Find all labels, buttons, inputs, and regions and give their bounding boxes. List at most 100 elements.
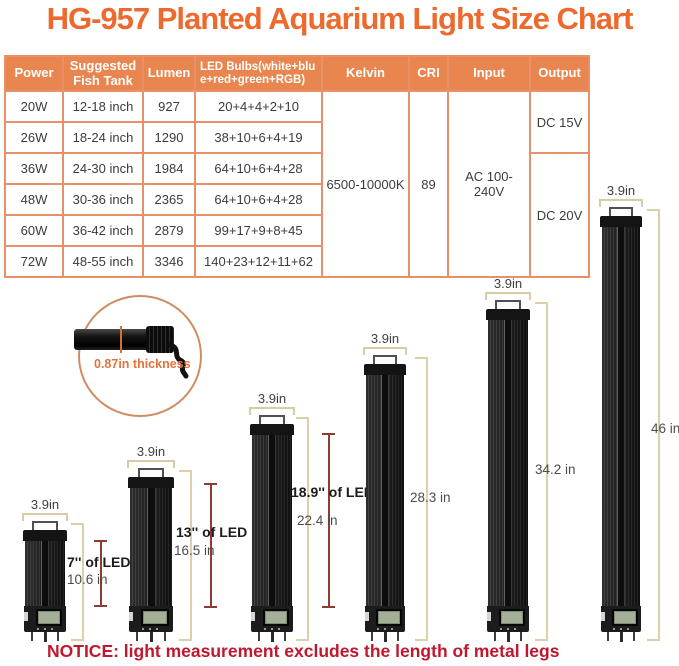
bulbs-cell: 64+10+6+4+28	[194, 183, 323, 216]
side-label-tag	[129, 612, 133, 621]
panel-buttons	[263, 628, 283, 630]
metal-leg-bottom	[366, 632, 404, 642]
width-dimension-bracket	[599, 199, 643, 207]
lcd-display	[498, 609, 526, 626]
width-dimension-bracket	[485, 292, 531, 300]
control-panel	[487, 606, 529, 632]
line-cap	[179, 639, 192, 641]
thickness-tick	[120, 326, 122, 353]
bulbs-cell: 38+10+6+4+19	[194, 121, 323, 154]
metal-leg-bottom	[602, 632, 640, 642]
lcd-display	[376, 609, 402, 626]
power-plug-stub	[507, 632, 511, 642]
control-panel	[601, 606, 641, 632]
thickness-label: 0.87in thickness	[94, 357, 191, 371]
width-dimension-label: 3.9in	[30, 497, 60, 512]
light-led-body	[25, 541, 65, 606]
tank-cell: 12-18 inch	[62, 90, 144, 123]
tank-cell: 48-55 inch	[62, 245, 144, 278]
light-led-body	[488, 320, 528, 606]
led-length-label: 18.9'' of LED	[291, 484, 374, 500]
side-label-tag	[251, 612, 255, 621]
control-panel	[365, 606, 405, 632]
page-title: HG-957 Planted Aquarium Light Size Chart	[46, 1, 634, 36]
bulbs-cell: 140+23+12+11+62	[194, 245, 323, 278]
width-dimension-label: 3.9in	[257, 391, 287, 406]
power-cell: 26W	[4, 121, 64, 154]
line-cap	[296, 417, 309, 419]
light-side-view	[74, 329, 148, 350]
lcd-display	[35, 609, 63, 626]
line-cap	[179, 470, 192, 472]
col-header-bulbs: LED Bulbs(white+blue+red+green+RGB)	[194, 55, 323, 92]
lcd-display	[141, 609, 170, 626]
bulbs-cell: 64+10+6+4+28	[194, 152, 323, 185]
total-length-label: 46 in	[651, 421, 679, 436]
lumen-cell: 1290	[142, 121, 196, 154]
width-dimension-label: 3.9in	[493, 276, 523, 291]
aquarium-light-4	[364, 355, 406, 642]
table-row: 26W 18-24 inch 1290 38+10+6+4+19	[4, 121, 589, 154]
width-dimension-bracket	[249, 407, 295, 415]
metal-leg-top	[137, 468, 165, 477]
line-cap	[204, 606, 217, 608]
width-dimension-bracket	[127, 460, 175, 468]
light-led-body	[602, 227, 640, 606]
kelvin-cell: 6500-10000K	[321, 90, 410, 278]
led-length-line	[204, 483, 217, 608]
total-length-line	[179, 470, 192, 641]
led-length-label: 7'' of LED	[67, 554, 131, 570]
line-cap	[647, 209, 660, 211]
metal-leg-hook-icon	[166, 342, 189, 379]
control-panel	[129, 606, 173, 632]
col-header-kelvin: Kelvin	[321, 55, 410, 92]
width-dimension-bracket	[22, 513, 68, 521]
total-length-line	[647, 209, 660, 641]
table-header-row: Power Suggested Fish Tank Lumen LED Bulb…	[4, 55, 590, 92]
lumen-cell: 3346	[142, 245, 196, 278]
total-length-label: 28.3 in	[410, 490, 451, 505]
metal-leg-bottom	[488, 632, 528, 642]
lcd-display	[262, 609, 290, 626]
led-length-label: 13'' of LED	[176, 524, 248, 540]
line-cap	[71, 639, 84, 641]
power-plug-stub	[271, 632, 275, 642]
power-plug-stub	[384, 632, 388, 642]
aquarium-light-5	[486, 300, 530, 642]
light-top-cap	[600, 216, 642, 227]
metal-leg-top	[372, 355, 398, 364]
light-top-cap	[364, 364, 406, 375]
power-plug-stub	[620, 632, 624, 642]
table-row: 60W 36-42 inch 2879 99+17+9+8+45	[4, 214, 589, 247]
power-plug-stub	[44, 632, 48, 642]
side-label-tag	[24, 612, 28, 621]
light-top-cap	[128, 477, 174, 488]
line-cap	[94, 605, 107, 607]
light-top-cap	[486, 309, 530, 320]
bulbs-cell: 99+17+9+8+45	[194, 214, 323, 247]
col-header-input: Input	[447, 55, 531, 92]
side-label-tag	[487, 612, 491, 621]
line-cap	[296, 639, 309, 641]
metal-leg-bottom	[130, 632, 172, 642]
thickness-detail-circle	[78, 295, 202, 417]
total-length-line	[535, 302, 548, 641]
lumen-cell: 2879	[142, 214, 196, 247]
table-row: 48W 30-36 inch 2365 64+10+6+4+28	[4, 183, 589, 216]
lumen-cell: 1984	[142, 152, 196, 185]
power-cell: 60W	[4, 214, 64, 247]
total-length-label: 22.4 in	[297, 513, 338, 528]
panel-buttons	[499, 628, 519, 630]
tank-cell: 24-30 inch	[62, 152, 144, 185]
cri-cell: 89	[408, 90, 449, 278]
side-label-tag	[365, 612, 369, 621]
control-panel	[24, 606, 66, 632]
aquarium-light-6	[600, 207, 642, 642]
line-cap	[71, 523, 84, 525]
table-row: 20W 12-18 inch 927 20+4+4+2+10 6500-1000…	[4, 90, 590, 278]
output-dc15-cell: DC 15V	[529, 90, 590, 154]
total-length-label: 10.6 in	[67, 572, 108, 587]
metal-leg-top	[608, 207, 634, 216]
panel-buttons	[613, 628, 631, 630]
